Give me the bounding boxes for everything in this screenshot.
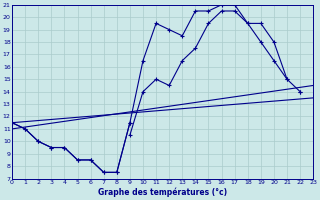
X-axis label: Graphe des températures (°c): Graphe des températures (°c) — [98, 188, 227, 197]
